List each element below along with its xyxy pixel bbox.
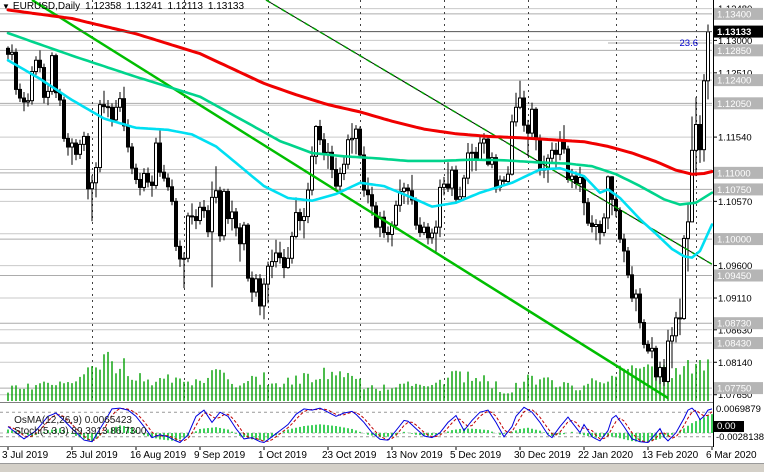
price-tick-label: 1.12510 — [718, 68, 752, 79]
osma-histogram — [7, 414, 713, 443]
price-tick-label: 1.08630 — [718, 325, 752, 336]
ohlc-close: 1.13133 — [207, 1, 245, 12]
date-label[interactable]: 23 Oct 2019 — [322, 450, 377, 461]
stoch-k-line — [7, 406, 713, 444]
svg-text:1.10000: 1.10000 — [717, 235, 751, 246]
ohlc-high: 1.13241 — [126, 1, 163, 12]
date-label[interactable]: 3 Jul 2019 — [2, 450, 49, 461]
svg-text:1.08730: 1.08730 — [717, 319, 751, 330]
date-label[interactable]: 9 Sep 2019 — [194, 450, 246, 461]
level-price-box[interactable] — [714, 97, 763, 110]
support-resistance-lines — [0, 13, 712, 389]
svg-text:1.09450: 1.09450 — [717, 271, 751, 282]
price-tick-label: 1.10570 — [718, 197, 752, 208]
price-tick-label: 1.09110 — [718, 294, 752, 305]
level-price-box[interactable] — [714, 74, 763, 87]
date-label[interactable]: 13 Feb 2020 — [642, 450, 699, 461]
level-price-box[interactable] — [714, 382, 763, 395]
symbol-label: EURUSD,Daily — [12, 1, 81, 12]
svg-text:0.00: 0.00 — [717, 421, 736, 432]
indicator-labels: OsMA(12,26,9) 0.0065423 Stoch(5,3,3) 89.… — [3, 404, 154, 448]
svg-text:1.12400: 1.12400 — [717, 76, 751, 87]
sub-axis-label: 0.0069879 — [716, 404, 761, 415]
osma-value-box — [714, 421, 744, 432]
svg-text:1.12850: 1.12850 — [717, 46, 751, 57]
date-label[interactable]: 25 Jul 2019 — [66, 450, 118, 461]
trendline-steep[interactable] — [31, 0, 669, 400]
svg-text:1.08430: 1.08430 — [717, 339, 751, 350]
volume-bars — [7, 351, 709, 401]
level-price-box[interactable] — [714, 317, 763, 330]
price-tick-label: 1.13000 — [718, 36, 752, 47]
svg-text:1.07750: 1.07750 — [717, 384, 751, 395]
svg-text:1.12050: 1.12050 — [717, 99, 751, 110]
stoch-d-line — [7, 407, 713, 443]
stoch-label: Stoch(5,3,3) 89.3913 86.7300 — [14, 426, 147, 437]
time-axis: 3 Jul 2019 25 Jul 2019 16 Aug 2019 9 Sep 20… — [0, 447, 764, 462]
price-tick-label: 1.09600 — [718, 261, 752, 272]
ohlc-open: 1.12358 — [85, 1, 122, 12]
trend-lines — [31, 0, 713, 400]
level-price-box[interactable] — [714, 44, 763, 57]
svg-text:1.13400: 1.13400 — [717, 9, 751, 20]
date-label[interactable]: 22 Jan 2020 — [578, 450, 633, 461]
date-label[interactable]: 13 Nov 2019 — [386, 450, 443, 461]
date-label[interactable]: 30 Dec 2019 — [514, 450, 571, 461]
date-label[interactable]: 16 Aug 2019 — [130, 450, 187, 461]
price-tick-label: 1.11540 — [718, 133, 752, 144]
level-price-box[interactable] — [714, 166, 763, 179]
fib-236-label: 23.6 — [680, 38, 699, 49]
ohlc-low: 1.12113 — [167, 1, 203, 12]
ma-teal[interactable] — [6, 31, 714, 206]
price-tick-label: 1.08140 — [718, 358, 752, 369]
svg-text:1.11000: 1.11000 — [717, 168, 751, 179]
date-label[interactable]: 6 Mar 2020 — [706, 450, 757, 461]
window-chrome-strip — [0, 463, 764, 472]
symbol-marker-icon[interactable]: ▼ — [2, 2, 10, 11]
chart-title: ▼ EURUSD,Daily 1.12358 1.13241 1.12113 1… — [2, 1, 249, 12]
price-axis: 1.134801.130001.125101.115401.105701.096… — [713, 0, 764, 462]
osma-label: OsMA(12,26,9) 0.0065423 — [14, 415, 132, 426]
trendline-dashed[interactable] — [265, 0, 713, 265]
price-tick-label: 1.07650 — [718, 390, 752, 401]
level-price-box[interactable] — [714, 183, 763, 196]
svg-text:1.10750: 1.10750 — [717, 185, 751, 196]
month-separators — [92, 0, 697, 446]
date-label[interactable]: 5 Dec 2019 — [450, 450, 502, 461]
date-label[interactable]: 1 Oct 2019 — [258, 450, 307, 461]
current-price-box — [714, 25, 763, 38]
sub-axis-label: -0.0028138 — [716, 432, 764, 443]
level-price-box[interactable] — [714, 7, 763, 20]
level-price-box[interactable] — [714, 233, 763, 246]
ma-cyan[interactable] — [6, 59, 714, 259]
level-price-box[interactable] — [714, 337, 763, 350]
svg-text:1.13133: 1.13133 — [717, 27, 751, 38]
level-price-box[interactable] — [714, 269, 763, 282]
